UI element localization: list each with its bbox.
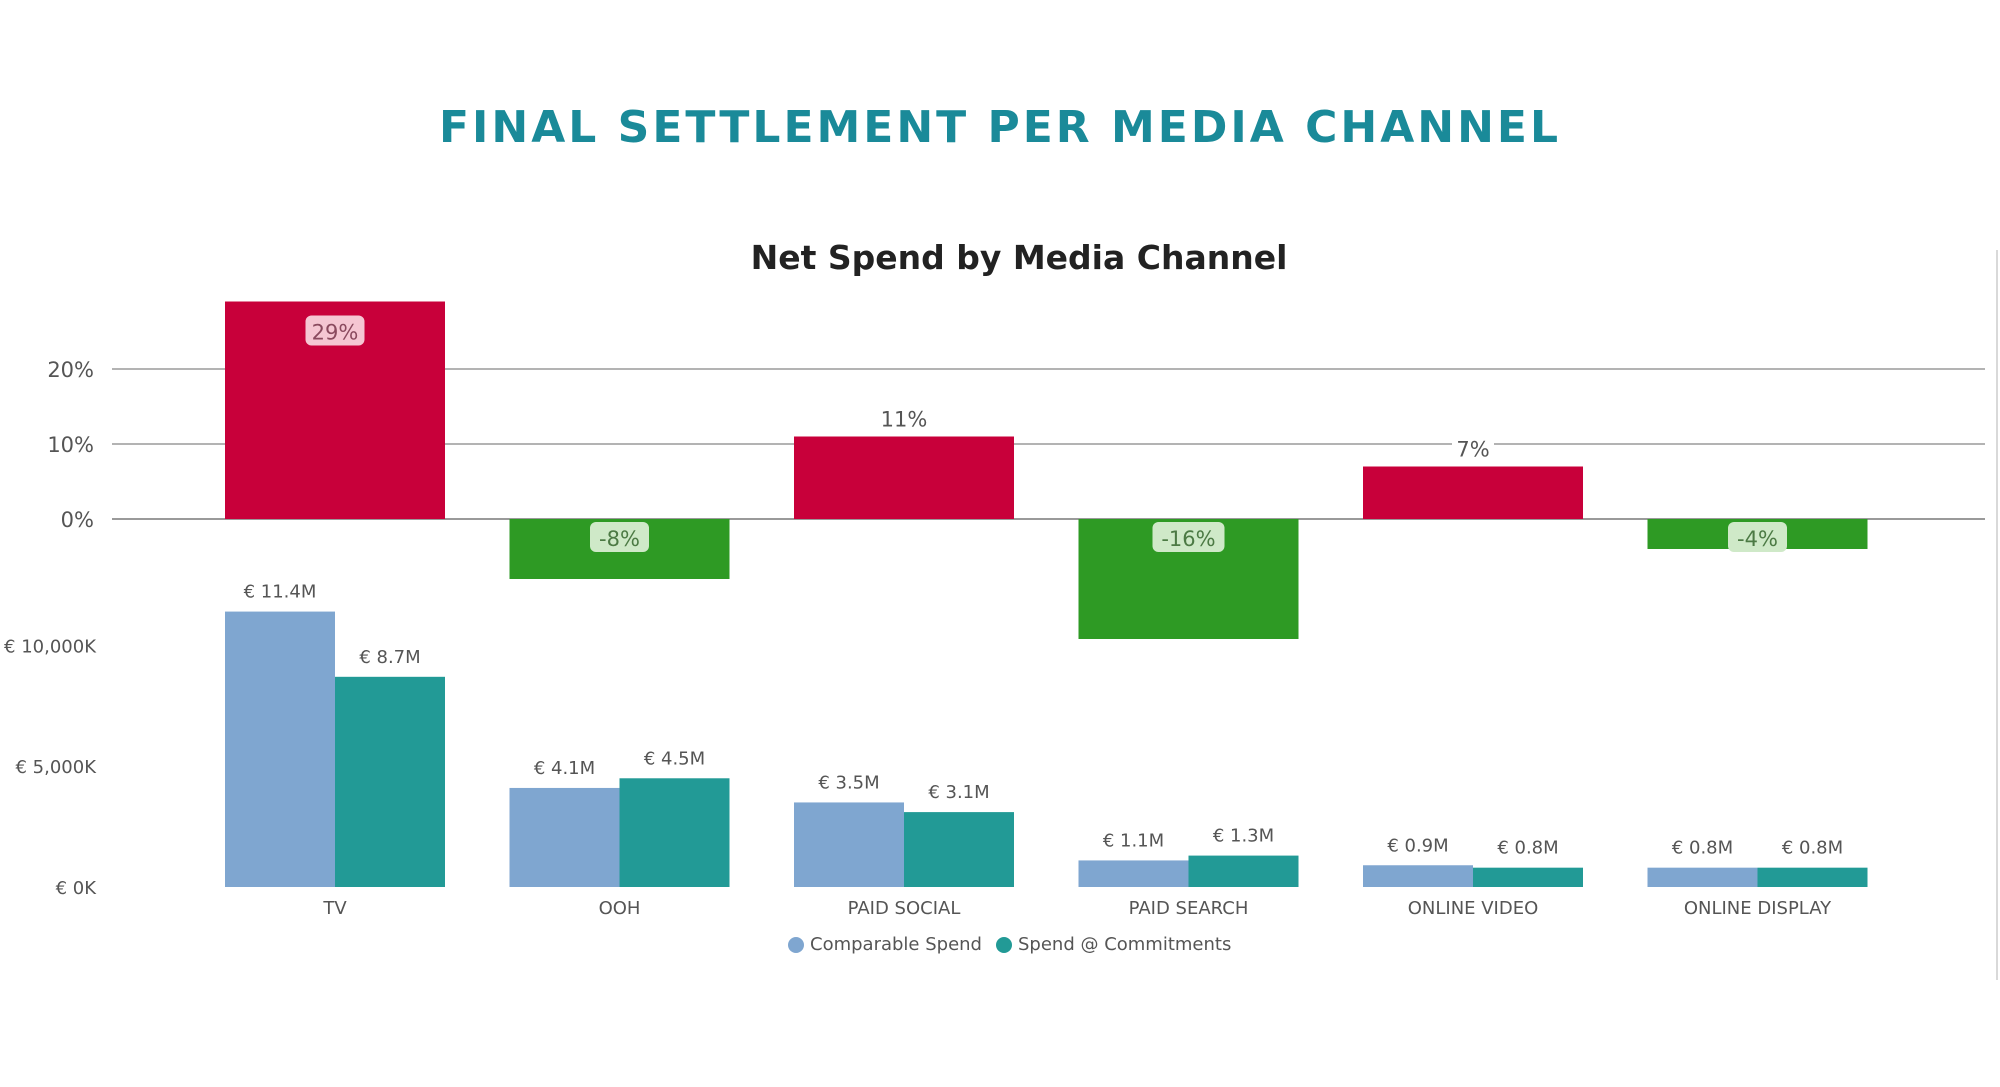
data-label-comparable-spend-paid-social: € 3.5M [818,772,879,793]
data-label-top-online-video: 7% [1456,438,1489,462]
y-tick-label-bottom-5-000k: € 5,000K [15,757,97,778]
data-label-top-ooh: -8% [599,527,640,551]
data-label-top-online-display: -4% [1737,527,1778,551]
y-tick-label-top-0: 0% [61,508,94,532]
spend-bar-comparable-spend-online-display [1647,867,1758,887]
spend-bar-spend-commitments-online-display [1757,867,1868,887]
data-label-box-top-paid-search [1152,522,1225,552]
chart-legend: Comparable Spend Spend @ Commitments [788,934,1245,955]
data-label-top-paid-search: -16% [1161,527,1215,551]
data-label-box-top-tv [305,315,365,346]
data-label-top-paid-social: 11% [881,408,928,432]
legend-label-comparable-spend: Comparable Spend [810,934,982,955]
spend-bar-spend-commitments-online-video [1473,867,1583,887]
category-label-paid-social: PAID SOCIAL [848,898,961,919]
data-label-spend-commitments-tv: € 8.7M [359,647,420,668]
legend-item-spend-at-commitments[interactable]: Spend @ Commitments [995,934,1232,955]
data-label-comparable-spend-online-video: € 0.9M [1387,835,1448,856]
chart-title: Net Spend by Media Channel [750,238,1288,277]
data-label-top-tv: 29% [312,321,359,345]
category-label-paid-search: PAID SEARCH [1129,898,1249,919]
spend-bar-spend-commitments-tv [335,676,445,887]
data-label-spend-commitments-online-display: € 0.8M [1782,838,1843,859]
variance-bar-online-video [1363,466,1583,519]
spend-bar-spend-commitments-ooh [619,778,730,887]
category-label-tv: TV [322,898,347,919]
data-label-comparable-spend-tv: € 11.4M [244,582,317,603]
y-tick-label-top-10: 10% [47,433,94,457]
data-label-bg-top-online-video [1452,434,1494,461]
page-title: FINAL SETTLEMENT PER MEDIA CHANNEL [438,102,1562,153]
variance-bar-paid-social [794,436,1014,519]
y-tick-label-top-20: 20% [47,358,94,382]
data-label-spend-commitments-online-video: € 0.8M [1497,838,1558,859]
data-label-bg-top-paid-social [876,404,932,431]
category-label-online-display: ONLINE DISPLAY [1684,898,1832,919]
spend-bar-spend-commitments-paid-social [904,812,1014,887]
spend-bar-comparable-spend-paid-search [1078,860,1189,887]
data-label-comparable-spend-online-display: € 0.8M [1672,838,1733,859]
data-label-box-top-ooh [590,522,649,552]
category-label-online-video: ONLINE VIDEO [1408,898,1539,919]
legend-item-comparable-spend[interactable]: Comparable Spend [788,934,982,955]
spend-bar-comparable-spend-ooh [509,787,620,887]
right-border-rule [1996,250,1998,980]
legend-swatch-comparable-spend [788,936,804,953]
data-label-spend-commitments-paid-social: € 3.1M [928,782,989,803]
spend-bar-spend-commitments-paid-search [1188,855,1299,887]
y-tick-label-bottom-0k: € 0K [56,878,98,899]
data-label-comparable-spend-paid-search: € 1.1M [1103,830,1164,851]
category-label-ooh: OOH [599,898,641,919]
y-tick-label-bottom-10-000k: € 10,000K [4,636,97,657]
spend-bar-comparable-spend-paid-social [794,802,904,887]
data-label-spend-commitments-paid-search: € 1.3M [1213,826,1274,847]
spend-bar-comparable-spend-online-video [1363,865,1473,887]
data-label-comparable-spend-ooh: € 4.1M [534,758,595,779]
spend-bar-comparable-spend-tv [225,611,335,887]
legend-swatch-spend-at-commitments [995,936,1012,953]
data-label-box-top-online-display [1728,522,1787,552]
legend-label-spend-at-commitments: Spend @ Commitments [1017,934,1232,955]
data-label-spend-commitments-ooh: € 4.5M [644,748,705,769]
